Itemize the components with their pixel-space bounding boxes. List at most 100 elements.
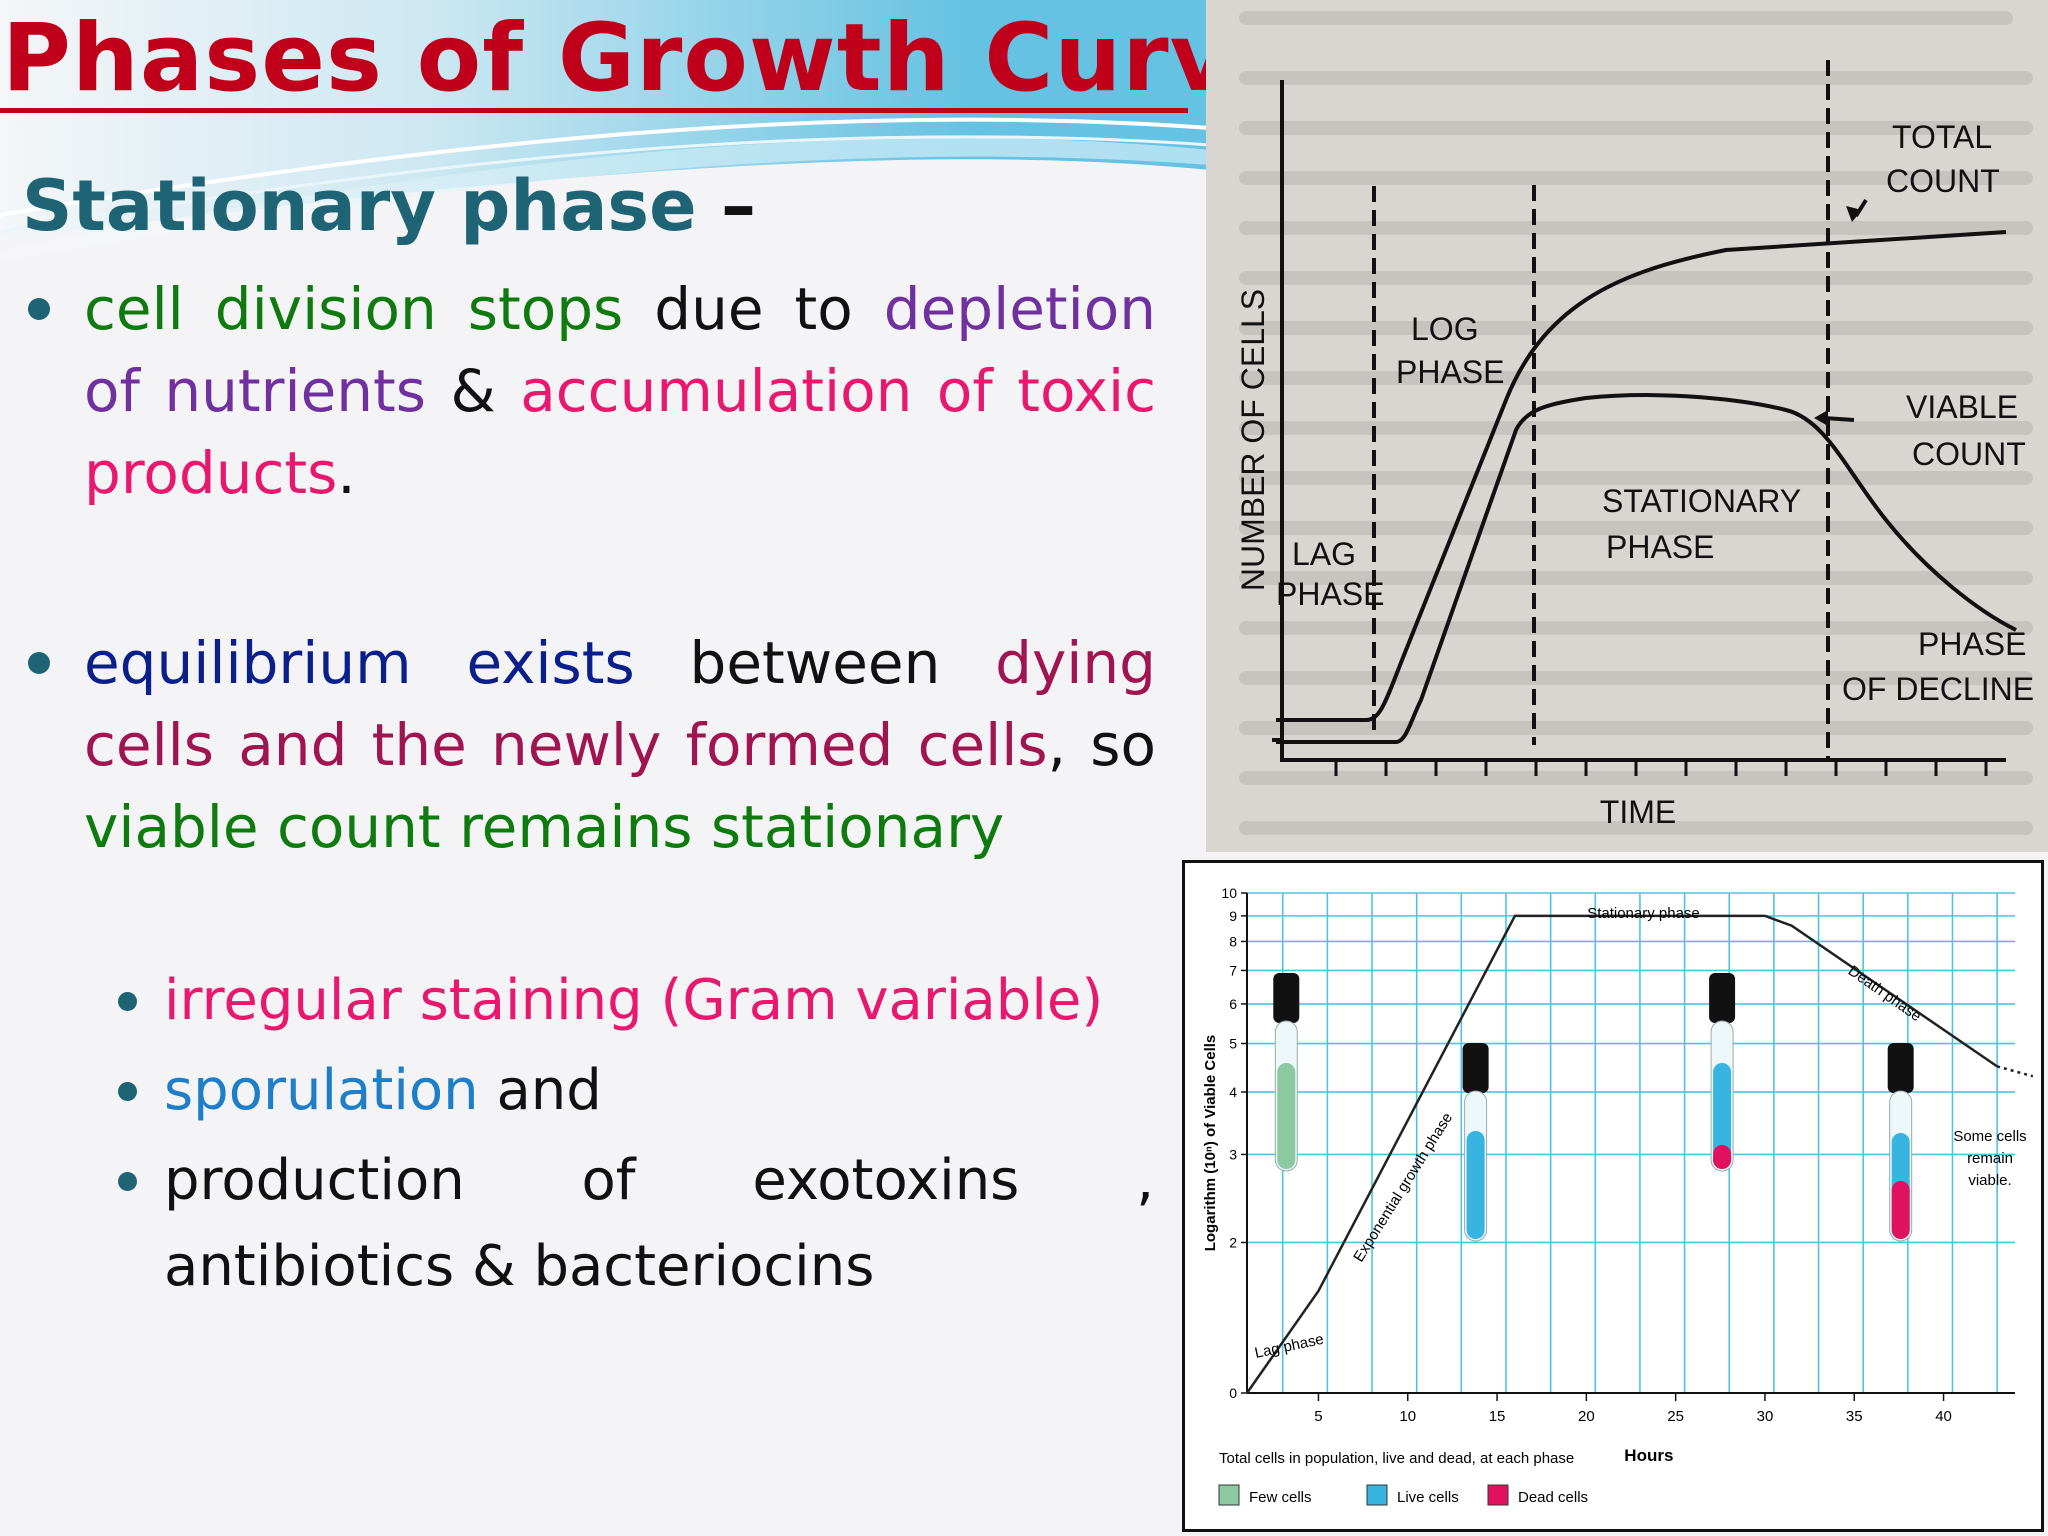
bullet-text: & — [426, 357, 521, 425]
tube-liquid — [1277, 1063, 1296, 1169]
figure1-label-total: TOTAL — [1892, 119, 1992, 155]
annotation-survivors: Some cells — [1953, 1128, 2026, 1145]
bullet-text: between — [634, 629, 996, 697]
x-tick-label: 15 — [1489, 1408, 1506, 1425]
time-axis-ticks — [1334, 760, 1988, 776]
test-tube — [1273, 973, 1300, 1172]
y-tick-label: 3 — [1229, 1146, 1237, 1162]
bullet-text: depletion of nutrients — [84, 275, 1156, 425]
figure1-label-decline: OF DECLINE — [1842, 671, 2034, 707]
growth-curve-line — [1245, 914, 1998, 1394]
y-tick-label: 8 — [1229, 933, 1237, 949]
test-tubes — [1273, 973, 1914, 1242]
bullet-equilibrium: equilibrium exists between dying cells a… — [28, 622, 1156, 868]
growth-chart: 0 2 3 4 5 6 7 8 9 10 5 10 15 20 25 30 35 40 Stationary ph… — [1202, 885, 2034, 1506]
chart-xlabel: Hours — [1624, 1446, 1673, 1465]
bullet-dot — [118, 1082, 137, 1101]
section-heading-dash: – — [720, 165, 756, 247]
bullet-text: . — [337, 439, 356, 507]
section-heading: Stationary phase – — [22, 165, 756, 247]
bullet-text: viable count remains stationary — [84, 793, 1005, 861]
bullet-text: due to — [623, 275, 884, 343]
figure1-label-decline: PHASE — [1918, 626, 2026, 662]
figure1-label-log: PHASE — [1396, 354, 1504, 390]
x-tick-label: 20 — [1578, 1408, 1595, 1425]
textbook-growth-curve-figure: NUMBER OF CELLS TIME LAG PHASE LOG PHASE… — [1206, 0, 2048, 852]
sub-bullet-sporulation: sporulation and — [118, 1048, 1154, 1134]
annotation-lag: Lag phase — [1253, 1331, 1325, 1362]
x-tick-label: 5 — [1314, 1408, 1322, 1425]
bullet-text: equilibrium exists — [84, 629, 635, 697]
section-heading-text: Stationary phase — [22, 165, 697, 247]
annotation-survivors: viable. — [1968, 1172, 2011, 1189]
test-tube — [1709, 973, 1736, 1172]
figure1-label-viable: VIABLE — [1906, 389, 2018, 425]
tube-dead-cells — [1713, 1145, 1732, 1169]
tube-cap — [1887, 1043, 1914, 1093]
legend-swatch — [1218, 1484, 1240, 1506]
chart-legend: Few cells Live cells Dead cells — [1218, 1484, 1588, 1506]
sub-bullet-text: sporulation — [164, 1058, 479, 1123]
figure1-label-total: COUNT — [1886, 163, 2000, 199]
figure1-label-lag: LAG — [1292, 536, 1356, 572]
x-tick-label: 40 — [1935, 1408, 1952, 1425]
y-tick-label: 7 — [1229, 962, 1237, 978]
tube-cap — [1462, 1043, 1489, 1093]
y-tick-label: 2 — [1229, 1234, 1237, 1250]
tube-liquid — [1713, 1063, 1732, 1169]
sub-bullet-text: irregular staining (Gram variable) — [164, 968, 1104, 1033]
bullet-dot — [118, 992, 137, 1011]
sub-bullet-text: production of exotoxins , antibiotics & … — [164, 1148, 1154, 1299]
annotation-death: Death phase — [1845, 962, 1924, 1025]
figure1-label-stationary: STATIONARY — [1602, 483, 1801, 519]
y-tick-label: 9 — [1229, 908, 1237, 924]
tube-cap — [1709, 973, 1736, 1023]
figure1-label-lag: PHASE — [1276, 576, 1384, 612]
tube-cap — [1273, 973, 1300, 1023]
y-tick-label: 4 — [1229, 1084, 1237, 1100]
arrowheads — [1814, 206, 1862, 426]
test-tube — [1887, 1043, 1914, 1242]
y-tick-label: 10 — [1221, 885, 1237, 901]
bullet-dot — [28, 652, 50, 674]
tube-dead-cells — [1891, 1181, 1910, 1239]
figure1-label-stationary: PHASE — [1606, 529, 1714, 565]
legend-swatch — [1487, 1484, 1509, 1506]
sub-bullet-production: production of exotoxins , antibiotics & … — [118, 1138, 1154, 1310]
annotation-survivors: remain — [1967, 1150, 2013, 1167]
y-tick-label: 0 — [1229, 1385, 1237, 1401]
x-tick-label: 30 — [1757, 1408, 1774, 1425]
chart-grid — [1247, 892, 2015, 1394]
chart-series — [1245, 914, 2034, 1394]
legend-title: Total cells in population, live and dead… — [1219, 1450, 1574, 1467]
legend-label: Few cells — [1249, 1489, 1312, 1506]
growth-curve-extension — [1996, 1065, 2034, 1078]
x-tick-label: 25 — [1667, 1408, 1684, 1425]
bullet-text: dying cells and the newly formed cells — [84, 629, 1156, 779]
figure1-label-log: LOG — [1411, 311, 1479, 347]
x-tick-label: 35 — [1846, 1408, 1863, 1425]
y-tick-label: 6 — [1229, 996, 1237, 1012]
textbook-growth-curve-diagram: NUMBER OF CELLS TIME LAG PHASE LOG PHASE… — [1206, 0, 2048, 852]
legend-swatch — [1366, 1484, 1388, 1506]
test-tube — [1462, 1043, 1489, 1242]
legend-label: Live cells — [1397, 1489, 1459, 1506]
y-tick-label: 5 — [1229, 1036, 1237, 1052]
figure1-xlabel: TIME — [1600, 794, 1676, 830]
chart-axes: 0 2 3 4 5 6 7 8 9 10 5 10 15 20 25 30 35 40 — [1221, 885, 2015, 1425]
bullet-text: accumulation of toxic products — [84, 357, 1156, 507]
growth-chart-figure: 0 2 3 4 5 6 7 8 9 10 5 10 15 20 25 30 35 40 Stationary ph… — [1182, 860, 2044, 1532]
bullet-division-stops: cell division stops due to depletion of … — [28, 268, 1156, 514]
legend-label: Dead cells — [1518, 1489, 1588, 1506]
tube-liquid — [1466, 1131, 1485, 1239]
bullet-text: , so — [1047, 711, 1156, 779]
sub-bullet-staining: irregular staining (Gram variable) — [118, 958, 1154, 1044]
sub-bullet-text: and — [478, 1058, 602, 1123]
chart-ylabel: Logarithm (10ⁿ) of Viable Cells — [1202, 1035, 1219, 1252]
bullet-text: cell division stops — [84, 275, 624, 343]
bullet-dot — [118, 1172, 137, 1191]
annotation-stationary: Stationary phase — [1587, 905, 1700, 922]
figure1-ylabel: NUMBER OF CELLS — [1235, 289, 1271, 591]
title-underline — [0, 108, 1188, 113]
